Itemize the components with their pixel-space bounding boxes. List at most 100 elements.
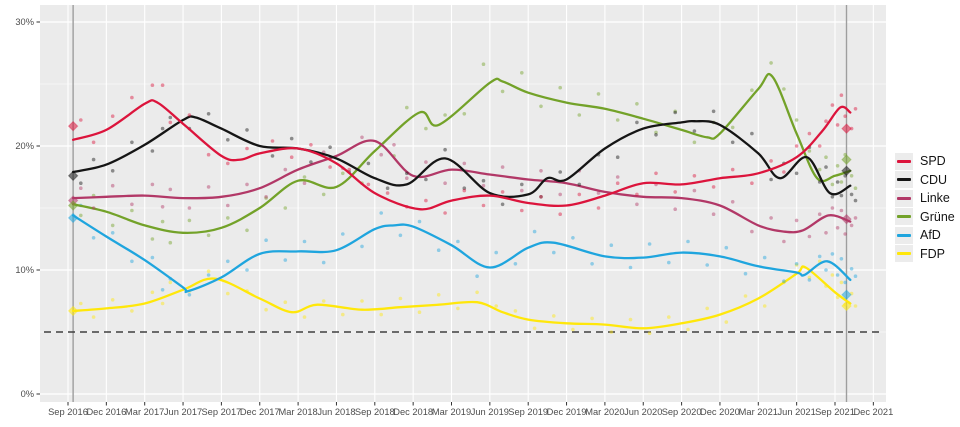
poll-point-Linke (520, 188, 524, 193)
poll-point-SPD (347, 167, 352, 172)
poll-point-AfD (91, 236, 96, 240)
poll-point-FDP (686, 327, 690, 332)
poll-point-SPD (782, 170, 786, 174)
poll-point-Linke (769, 216, 773, 220)
poll-point-Grüne (794, 118, 799, 122)
poll-point-CDU (366, 161, 371, 166)
poll-point-FDP (341, 312, 345, 317)
poll-point-Linke (794, 218, 799, 223)
poll-point-SPD (558, 212, 562, 216)
poll-point-SPD (245, 146, 249, 151)
poll-point-AfD (835, 273, 840, 277)
poll-point-CDU (835, 180, 840, 184)
poll-point-Grüne (839, 180, 844, 184)
poll-point-AfD (398, 233, 403, 238)
legend-key-afd (895, 226, 913, 244)
poll-point-Grüne (824, 155, 828, 159)
poll-point-FDP (494, 304, 499, 308)
poll-point-AfD (686, 239, 690, 244)
poll-point-Linke (481, 183, 486, 188)
poll-point-Grüne (654, 130, 658, 135)
poll-point-Linke (835, 226, 840, 230)
poll-point-Grüne (187, 218, 192, 223)
poll-point-Grüne (835, 164, 840, 168)
poll-point-Grüne (807, 149, 812, 153)
poll-point-Linke (839, 208, 844, 213)
poll-point-Linke (264, 195, 268, 199)
x-tick-label: Mar 2018 (278, 407, 317, 417)
legend-label-afd: AfD (920, 228, 941, 242)
poll-point-Linke (596, 191, 601, 195)
poll-point-Grüne (206, 233, 211, 238)
poll-point-SPD (520, 208, 524, 213)
poll-point-CDU (424, 177, 428, 182)
poll-point-AfD (436, 248, 441, 252)
poll-point-AfD (245, 268, 249, 272)
poll-point-CDU (794, 171, 799, 176)
poll-point-FDP (762, 304, 767, 308)
poll-point-CDU (635, 120, 639, 125)
poll-point-FDP (571, 327, 575, 332)
poll-point-FDP (283, 300, 288, 305)
legend-key-spd (895, 152, 913, 170)
poll-point-Linke (843, 232, 847, 236)
poll-point-FDP (647, 331, 652, 336)
poll-point-AfD (705, 263, 709, 267)
election-result-marker-SPD (67, 120, 79, 132)
poll-point-Grüne (500, 89, 505, 94)
poll-point-Grüne (520, 71, 524, 75)
poll-point-SPD (160, 83, 165, 87)
poll-point-AfD (824, 268, 828, 272)
poll-point-Grüne (283, 206, 288, 210)
poll-point-AfD (628, 265, 633, 270)
poll-point-CDU (79, 181, 83, 185)
x-tick-label: Jun 2017 (164, 407, 202, 417)
poll-point-CDU (160, 126, 165, 131)
legend-label-linke: Linke (920, 191, 950, 205)
poll-point-SPD (615, 181, 620, 185)
poll-point-AfD (609, 243, 614, 247)
poll-point-AfD (647, 242, 652, 246)
poll-point-FDP (853, 304, 858, 308)
y-tick-label: 30% (15, 17, 34, 27)
poll-point-AfD (264, 238, 268, 242)
poll-point-Linke (539, 169, 543, 173)
legend-label-cdu: CDU (920, 172, 948, 187)
poll-point-Grüne (341, 171, 345, 176)
poll-point-Linke (692, 188, 697, 193)
legend-key-gruene (895, 208, 913, 226)
poll-point-Linke (160, 205, 165, 209)
poll-point-AfD (817, 254, 822, 259)
poll-point-FDP (532, 326, 537, 331)
poll-point-AfD (667, 260, 671, 265)
poll-point-SPD (500, 190, 505, 194)
legend-label-spd: SPD (920, 154, 946, 168)
poll-point-SPD (226, 161, 230, 166)
poll-point-Linke (150, 182, 155, 187)
poll-point-Linke (379, 152, 384, 157)
poll-point-SPD (711, 185, 716, 189)
x-tick-label: Dec 2018 (393, 407, 433, 417)
poll-point-CDU (130, 140, 134, 145)
y-tick-label: 20% (15, 141, 34, 151)
poll-point-SPD (130, 95, 134, 100)
poll-point-AfD (830, 252, 835, 256)
x-tick-label: Sep 2020 (662, 407, 702, 417)
poll-point-AfD (532, 229, 537, 234)
poll-point-AfD (849, 267, 854, 271)
poll-point-SPD (839, 93, 844, 97)
poll-point-CDU (558, 170, 562, 174)
poll-point-Grüne (424, 126, 428, 131)
poll-point-Grüne (558, 85, 562, 90)
legend-item-gruene: Grüne (895, 208, 955, 227)
trend-line-SPD (71, 99, 852, 211)
legend-label-gruene: Grüne (920, 209, 955, 224)
poll-point-Grüne (673, 109, 677, 114)
poll-point-SPD (830, 103, 835, 107)
poll-point-CDU (91, 157, 96, 162)
x-tick-label: Mar 2020 (585, 407, 624, 417)
poll-point-Grüne (79, 213, 83, 218)
poll-point-CDU (206, 112, 211, 116)
poll-point-AfD (571, 236, 575, 240)
